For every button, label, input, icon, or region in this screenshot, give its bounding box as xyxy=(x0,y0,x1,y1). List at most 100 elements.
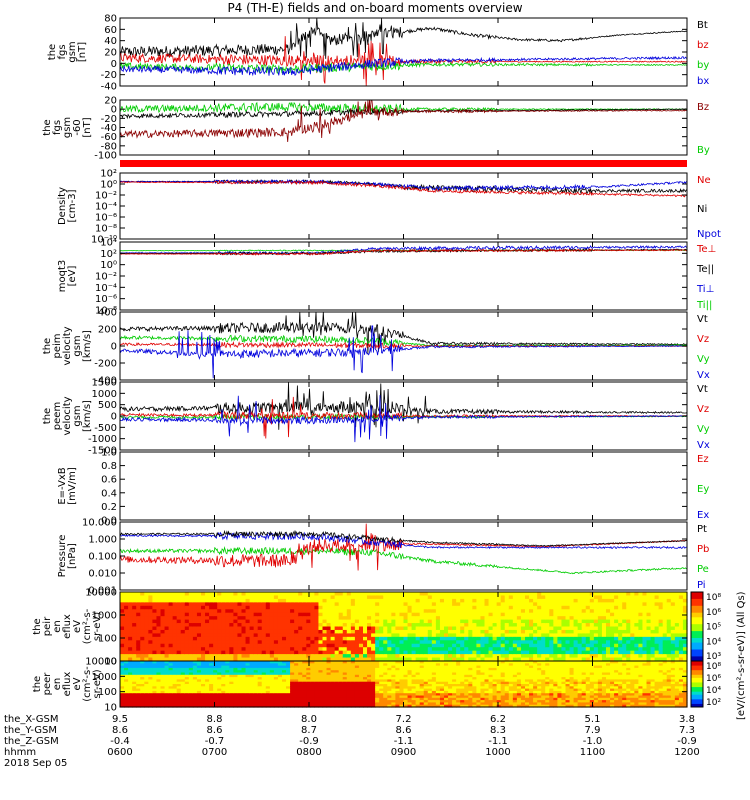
y-tick-label: -20 xyxy=(101,70,117,81)
x-tick-label: 0800 xyxy=(296,747,321,758)
y-tick-label: 500 xyxy=(98,400,117,411)
series-fgs-bx xyxy=(119,55,688,77)
panel-frame xyxy=(119,451,688,521)
y-axis-label: [nPa] xyxy=(67,543,78,569)
legend-Pb: Pb xyxy=(697,544,709,555)
y-tick-label: -400 xyxy=(94,376,117,387)
y-tick-label: 10⁻⁸ xyxy=(95,224,117,235)
x-tick-label: -1.1 xyxy=(488,736,508,747)
series-pressure-Pb xyxy=(119,523,688,571)
legend-Vz: Vz xyxy=(697,334,709,345)
series-pressure-Pt xyxy=(119,529,688,547)
colorbar-tick-label: 10⁶ xyxy=(706,608,721,618)
y-tick-label: 0.010 xyxy=(88,569,117,580)
panel-pressure: 10.000 1.000 0.100 0.010 0.001 Pressure [nPa] P… xyxy=(57,518,709,597)
legend-Ne: Ne xyxy=(697,175,711,186)
y-tick-label: 10000 xyxy=(85,657,117,668)
y-axis-label: en xyxy=(52,678,63,691)
axis-row-label: the_Y-GSM xyxy=(4,725,57,736)
x-tick-label: -1.0 xyxy=(583,736,603,747)
y-tick-label: 1500 xyxy=(92,378,117,389)
y-tick-label: 10⁻² xyxy=(95,272,117,283)
y-tick-label: 10² xyxy=(100,249,117,260)
legend-Te||: Te|| xyxy=(696,264,714,275)
y-tick-label: 100 xyxy=(98,634,117,645)
y-axis-label: the xyxy=(42,408,53,424)
y-tick-label: 1000 xyxy=(92,672,117,683)
y-tick-label: 400 xyxy=(98,308,117,319)
y-tick-label: -60 xyxy=(101,132,117,143)
y-tick-label: 200 xyxy=(98,325,117,336)
y-axis-label: sr-eV) xyxy=(92,612,103,641)
x-tick-label: 9.5 xyxy=(112,714,128,725)
legend-Vx: Vx xyxy=(697,370,710,381)
panel-peim: 400 200 0 -200 -400 the peim velocity gsm [km/s] V… xyxy=(42,308,710,387)
date-label: 2018 Sep 05 xyxy=(4,758,67,769)
y-axis-label: the xyxy=(42,119,53,135)
y-axis-label: velocity xyxy=(62,396,73,435)
y-axis-label: eflux xyxy=(62,614,73,639)
y-tick-label: 10⁻⁴ xyxy=(95,202,117,213)
y-tick-label: 10⁴ xyxy=(100,238,117,249)
x-tick-label: 7.9 xyxy=(585,725,601,736)
y-axis-label: gsm xyxy=(72,335,83,356)
y-tick-label: 10⁻² xyxy=(95,191,117,202)
series-peim-Vy xyxy=(119,334,688,348)
legend-Pi: Pi xyxy=(697,580,706,591)
legend-By: By xyxy=(697,145,710,156)
quality-flag-bar xyxy=(120,160,687,167)
y-tick-label: 0.2 xyxy=(101,502,117,513)
colorbar-tick-label: 10⁴ xyxy=(706,686,721,696)
x-tick-label: 8.8 xyxy=(207,714,223,725)
axis-row-label: hhmm xyxy=(4,747,36,758)
legend-Ti⊥: Ti⊥ xyxy=(696,284,714,295)
y-tick-label: 0 xyxy=(111,412,117,423)
y-tick-label: 20 xyxy=(104,48,117,59)
y-axis-label: [eV] xyxy=(67,266,78,287)
y-tick-label: 0.4 xyxy=(101,488,117,499)
y-tick-label: 1000 xyxy=(92,389,117,400)
y-axis-label: [cm-3] xyxy=(67,189,78,222)
y-axis-label: sr-eV) xyxy=(92,669,103,698)
y-tick-label: -80 xyxy=(101,141,117,152)
x-tick-label: 0700 xyxy=(202,747,227,758)
panel-peer: 10000 1000 100 10 the peer en eflux eV (cm²-s-sr-… xyxy=(32,657,688,714)
x-tick-label: 8.6 xyxy=(396,725,412,736)
y-axis-label: the xyxy=(42,338,53,354)
series-fgs-bz xyxy=(119,36,688,87)
colorbar-tick-label: 10² xyxy=(706,698,721,708)
y-axis-label: velocity xyxy=(62,326,73,365)
legend-Pt: Pt xyxy=(697,524,707,535)
series-peem-Vt xyxy=(119,381,688,430)
x-tick-label: -0.9 xyxy=(677,736,697,747)
x-tick-label: -0.4 xyxy=(110,736,130,747)
x-tick-label: -0.9 xyxy=(299,736,319,747)
y-tick-label: -200 xyxy=(94,359,117,370)
legend-Ey: Ey xyxy=(697,484,709,495)
colorbar-tick-label: 10⁸ xyxy=(706,662,721,672)
y-tick-label: -20 xyxy=(101,114,117,125)
series-density-Npot xyxy=(119,178,687,192)
y-tick-label: 0.100 xyxy=(88,552,117,563)
y-axis-label: [nT] xyxy=(82,117,93,137)
colorbar-tick-label: 10⁶ xyxy=(706,674,721,684)
y-tick-label: 10² xyxy=(100,169,117,180)
x-tick-label: 0900 xyxy=(391,747,416,758)
legend-Te⊥: Te⊥ xyxy=(696,244,716,255)
y-axis-label: E=-VxB xyxy=(57,467,68,504)
y-axis-label: fgs xyxy=(52,120,63,135)
y-tick-label: -1500 xyxy=(88,446,117,457)
y-tick-label: 10⁰ xyxy=(100,260,117,271)
x-axis-annotations: the_X-GSM 9.5 8.8 8.0 7.2 6.2 5.1 3.8 the_Y-GSM 8… xyxy=(4,714,700,769)
y-tick-label: 100 xyxy=(98,687,117,698)
series-pressure-Pi xyxy=(119,531,688,550)
y-axis-label: -60 xyxy=(72,119,83,135)
y-axis-label: peem xyxy=(52,402,63,430)
y-tick-label: 10.000 xyxy=(82,518,117,529)
legend-Ez: Ez xyxy=(697,454,709,465)
axis-row-label: the_Z-GSM xyxy=(4,736,59,747)
y-tick-label: -500 xyxy=(94,423,117,434)
